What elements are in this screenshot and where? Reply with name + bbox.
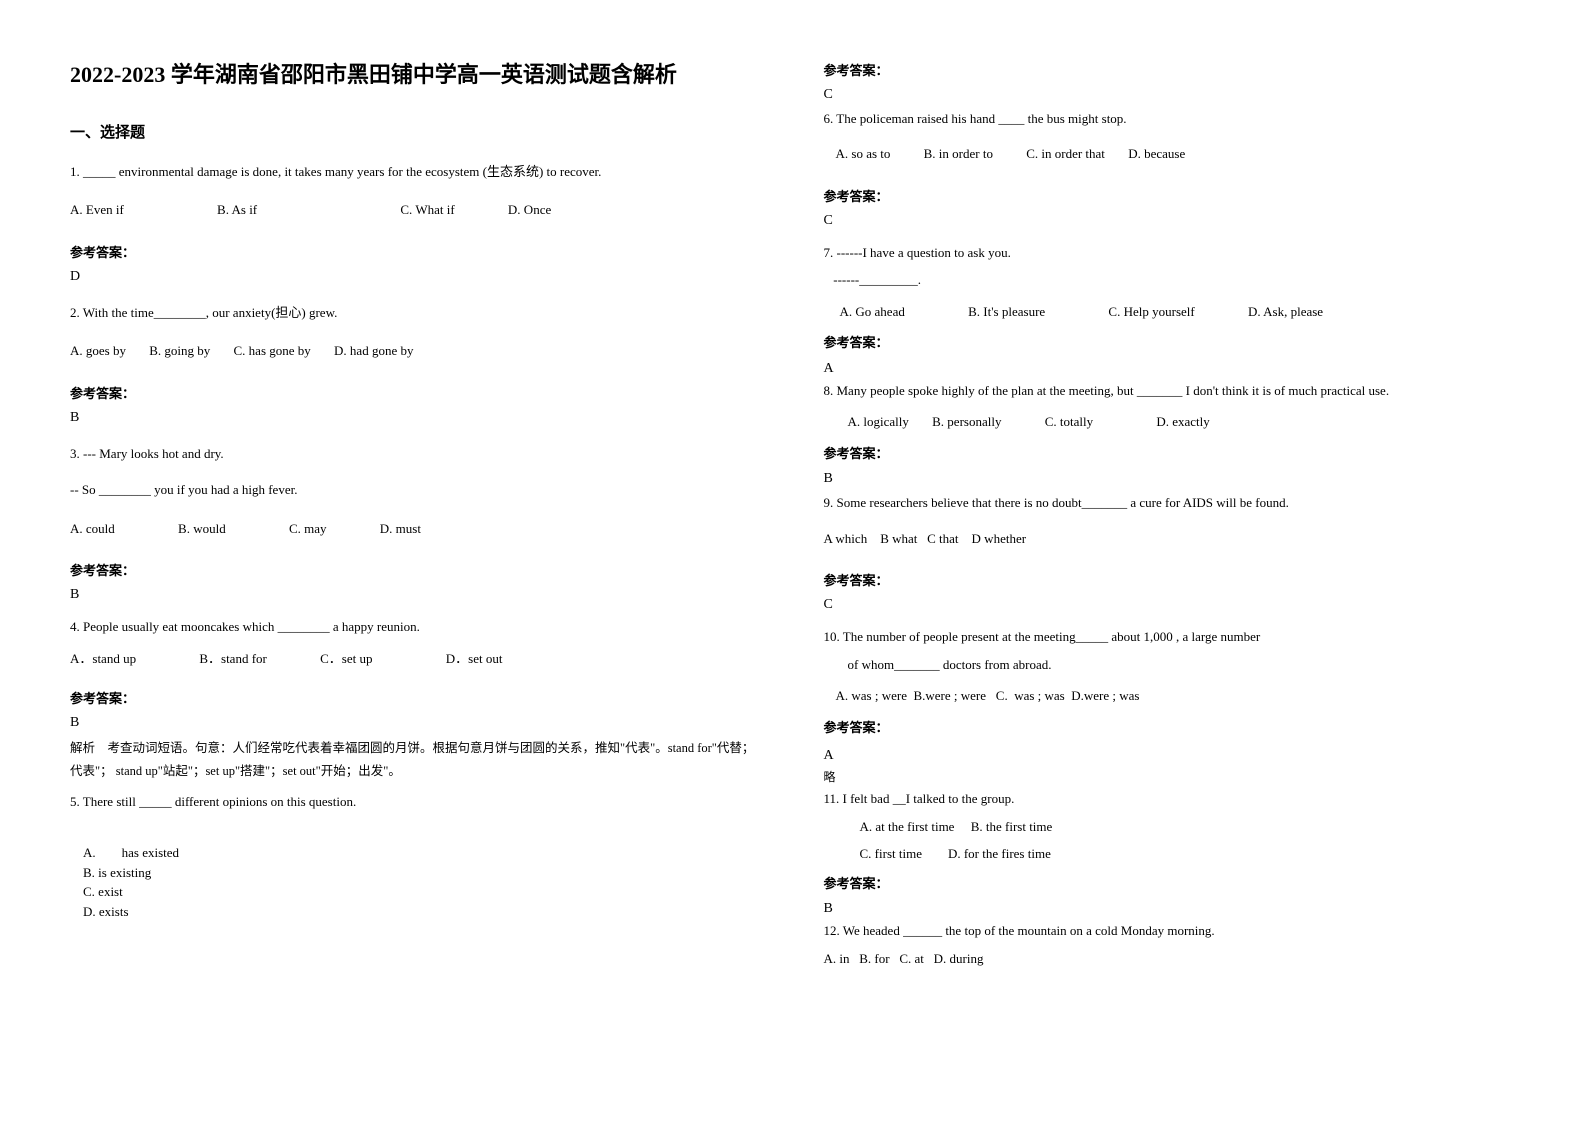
q4-answer-label: 参考答案： [70,688,764,707]
q3-option-a: A. could [70,517,115,540]
q5-option-b: B. is existing [83,863,151,883]
q11-answer-label: 参考答案： [824,874,1518,894]
question-12: 12. We headed ______ the top of the moun… [824,921,1518,941]
question-2: 2. With the time________, our anxiety(担心… [70,299,764,328]
q2-option-c: C. has gone by [234,339,311,362]
q6-option-b: B. in order to [924,142,993,165]
q11-answer: B [824,901,1518,917]
question-5: 5. There still _____ different opinions … [70,792,764,812]
question-8-options: A. logically B. personally C. totally D.… [824,412,1518,432]
q7-option-b: B. It's pleasure [968,302,1045,322]
q6-answer-label: 参考答案： [824,186,1518,205]
q3-option-b: B. would [178,517,226,540]
q10-lue: 略 [824,768,1518,785]
q2-answer-label: 参考答案： [70,383,764,402]
question-6: 6. The policeman raised his hand ____ th… [824,107,1518,130]
q5-option-a: A. has existed [83,843,179,863]
q9-answer: C [824,597,1518,613]
question-1: 1. _____ environmental damage is done, i… [70,158,764,187]
q7-option-d: D. Ask, please [1248,302,1323,322]
question-11-opts1: A. at the first time B. the first time [824,817,1518,837]
q8-answer: B [824,471,1518,487]
q8-option-b: B. personally [932,412,1001,432]
question-4: 4. People usually eat mooncakes which __… [70,617,764,637]
q8-option-a: A. logically [848,412,909,432]
question-8: 8. Many people spoke highly of the plan … [824,381,1518,401]
q3-option-d: D. must [380,517,421,540]
q7-answer: A [824,361,1518,377]
q1-answer-label: 参考答案： [70,242,764,261]
q2-option-a: A. goes by [70,339,126,362]
question-6-options: A. so as to B. in order to C. in order t… [824,142,1518,165]
q3-answer: B [70,587,764,603]
question-10-line2: of whom_______ doctors from abroad. [824,655,1518,675]
q1-answer: D [70,269,764,285]
q10-answer-label: 参考答案： [824,718,1518,738]
question-1-options: A. Even if B. As if C. What if D. Once [70,198,764,221]
q5-option-c: C. exist [83,882,123,902]
q10-answer: A [824,745,1518,766]
q4-explanation: 解析 考查动词短语。句意：人们经常吃代表着幸福团圆的月饼。根据句意月饼与团圆的关… [70,737,764,782]
question-5-options: A. has existed B. is existing C. exist D… [70,824,764,941]
q6-option-c: C. in order that [1026,142,1105,165]
q1-option-b: B. As if [217,198,257,221]
q8-option-c: C. totally [1045,412,1093,432]
q6-option-a: A. so as to [836,142,891,165]
q7-answer-label: 参考答案： [824,333,1518,353]
q9-answer-label: 参考答案： [824,570,1518,589]
section-1-header: 一、选择题 [70,121,764,142]
question-11-opts2: C. first time D. for the fires time [824,844,1518,864]
q6-option-d: D. because [1128,142,1185,165]
question-2-options: A. goes by B. going by C. has gone by D.… [70,339,764,362]
q4-option-a: A．stand up [70,649,136,669]
question-7-options: A. Go ahead B. It's pleasure C. Help you… [824,302,1518,322]
question-9: 9. Some researchers believe that there i… [824,491,1518,514]
q2-option-b: B. going by [149,339,210,362]
q8-answer-label: 参考答案： [824,444,1518,464]
q8-option-d: D. exactly [1156,412,1209,432]
q1-option-a: A. Even if [70,198,124,221]
question-7-line2: ------_________. [824,270,1518,290]
question-10-line1: 10. The number of people present at the … [824,627,1518,647]
q7-option-c: C. Help yourself [1108,302,1194,322]
question-12-options: A. in B. for C. at D. during [824,949,1518,969]
q6-answer: C [824,213,1518,229]
q4-option-c: C．set up [320,649,372,669]
q1-option-d: D. Once [508,198,551,221]
q2-answer: B [70,410,764,426]
q3-option-c: C. may [289,517,327,540]
question-3-line1: 3. --- Mary looks hot and dry. [70,440,764,469]
question-4-options: A．stand up B．stand for C．set up D．set ou… [70,649,764,669]
question-10-options: A. was ; were B.were ; were C. was ; was… [824,686,1518,706]
q2-option-d: D. had gone by [334,339,413,362]
q5-option-d: D. exists [83,902,129,922]
q7-option-a: A. Go ahead [840,302,905,322]
q1-option-c: C. What if [400,198,454,221]
q5-answer: C [824,87,1518,103]
q3-answer-label: 参考答案： [70,560,764,579]
question-9-options: A which B what C that D whether [824,527,1518,550]
question-11: 11. I felt bad __I talked to the group. [824,789,1518,809]
q4-option-d: D．set out [446,649,503,669]
q5-answer-label: 参考答案： [824,60,1518,79]
q4-answer: B [70,715,764,731]
question-7-line1: 7. ------I have a question to ask you. [824,243,1518,263]
q4-option-b: B．stand for [199,649,267,669]
question-3-line2: -- So ________ you if you had a high fev… [70,476,764,505]
question-3-options: A. could B. would C. may D. must [70,517,764,540]
left-column: 2022-2023 学年湖南省邵阳市黑田铺中学高一英语测试题含解析 一、选择题 … [70,60,764,1062]
right-column: 参考答案： C 6. The policeman raised his hand… [824,60,1518,1062]
document-title: 2022-2023 学年湖南省邵阳市黑田铺中学高一英语测试题含解析 [70,60,764,91]
